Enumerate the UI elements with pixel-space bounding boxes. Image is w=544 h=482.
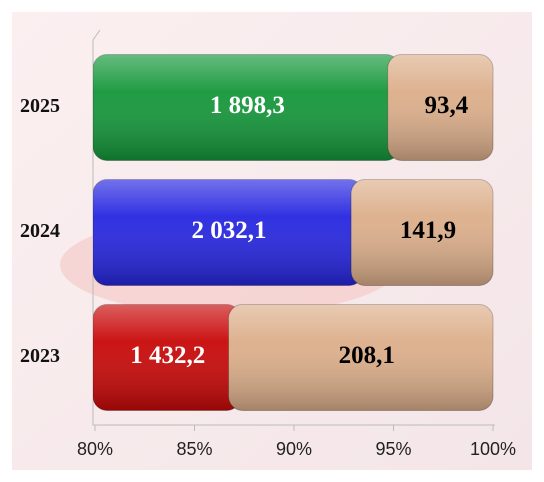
bar-shine [93,179,364,286]
x-tick-label: 80% [77,439,113,459]
bar-shine [228,304,493,411]
bar-shine [93,54,400,161]
bar-shine [351,179,493,286]
category-label: 2025 [20,95,60,117]
value-label: 2 032,1 [192,217,267,244]
bar-shine [387,54,493,161]
value-label: 208,1 [339,342,395,369]
x-tick-label: 95% [375,439,411,459]
value-label: 93,4 [424,92,468,119]
x-tick-label: 100% [470,439,516,459]
category-label: 2024 [20,220,60,242]
plot-area [93,54,494,411]
category-label: 2023 [20,345,60,367]
x-tick-label: 85% [176,439,212,459]
value-label: 1 898,3 [210,92,285,119]
x-tick-label: 90% [276,439,312,459]
value-label: 1 432,2 [130,342,205,369]
value-label: 141,9 [400,217,456,244]
bar-shine [93,304,241,411]
